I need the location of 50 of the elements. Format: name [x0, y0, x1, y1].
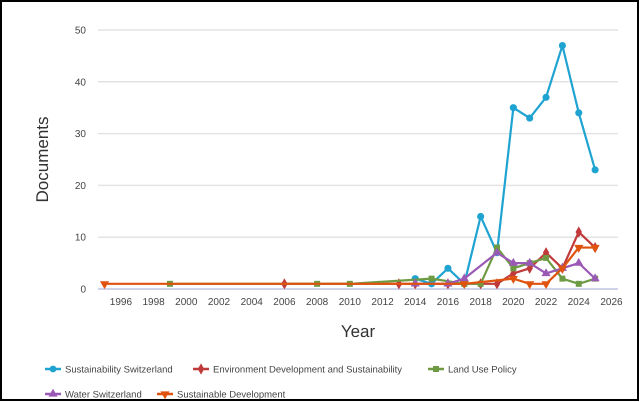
x-tick-label: 2004 — [240, 297, 264, 308]
y-tick-label: 0 — [80, 284, 86, 296]
x-tick-label: 2010 — [338, 297, 362, 308]
x-tick-label: 2018 — [470, 297, 492, 308]
point — [574, 244, 584, 253]
point — [559, 276, 566, 282]
y-tick-label: 30 — [74, 129, 86, 140]
point — [543, 254, 550, 261]
x-tick-label: 2002 — [208, 297, 231, 308]
point — [574, 258, 584, 266]
x-tick-label: 2024 — [568, 297, 590, 308]
point — [477, 212, 484, 220]
y-tick-label: 40 — [74, 77, 86, 88]
point — [590, 273, 600, 282]
legend-label: Sustainability Switzerland — [65, 364, 173, 376]
legend-label: Environment Development and Sustainability — [213, 364, 402, 376]
y-tick-label: 20 — [74, 180, 86, 192]
y-axis-title: Documents — [33, 116, 52, 202]
x-tick-label: 2012 — [371, 297, 394, 308]
y-tick-label: 10 — [74, 232, 86, 244]
point — [444, 264, 452, 272]
point — [575, 109, 582, 116]
x-tick-label: 2022 — [534, 297, 558, 308]
x-tick-label: 2000 — [175, 297, 198, 308]
x-tick-label: 2016 — [436, 297, 460, 308]
y-tick-label: 50 — [74, 26, 86, 36]
point — [510, 104, 517, 112]
point — [542, 94, 550, 101]
x-tick-label: 2026 — [600, 297, 624, 308]
legend-label: Water Switzerland — [65, 389, 142, 400]
point — [558, 42, 566, 50]
x-tick-label: 2006 — [273, 297, 296, 308]
point — [592, 166, 599, 174]
point — [576, 280, 582, 287]
x-tick-label: 2014 — [404, 297, 427, 308]
point — [590, 244, 600, 253]
point — [510, 265, 516, 272]
point — [460, 273, 469, 282]
point — [525, 258, 534, 266]
x-axis-title: Year — [340, 322, 376, 341]
point — [508, 258, 518, 266]
x-tick-label: 1998 — [142, 297, 166, 308]
x-tick-label: 2020 — [502, 297, 525, 308]
point — [428, 276, 435, 282]
legend-label: Sustainable Development — [177, 389, 286, 400]
x-tick-label: 2008 — [306, 297, 329, 308]
x-tick-label: 1996 — [110, 297, 132, 308]
point — [526, 114, 534, 122]
point — [541, 268, 551, 276]
legend-label: Land Use Policy — [448, 364, 517, 376]
